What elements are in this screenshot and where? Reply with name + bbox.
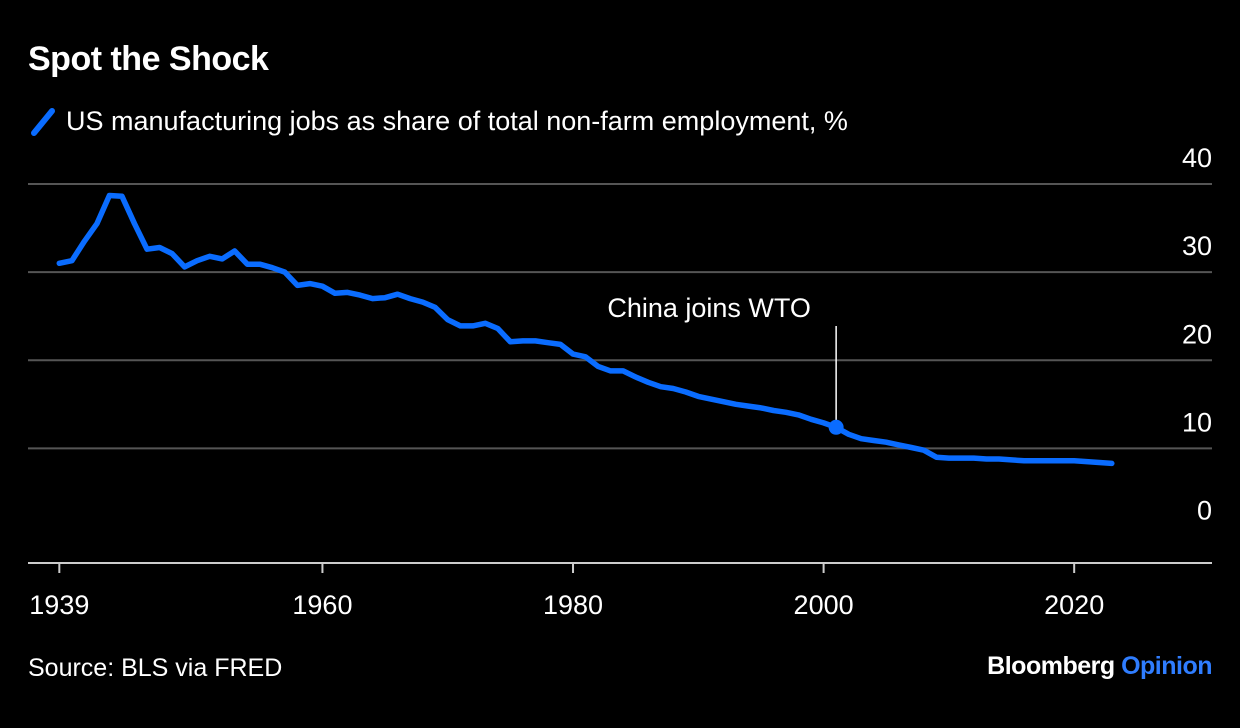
- annotation-label: China joins WTO: [607, 293, 811, 323]
- y-tick-label-30: 30: [1182, 231, 1212, 261]
- chart-title: Spot the Shock: [28, 40, 269, 78]
- brand-name: Bloomberg: [987, 652, 1115, 680]
- y-tick-label-10: 10: [1182, 407, 1212, 437]
- series-layer: [56, 192, 1115, 467]
- y-tick-label-40: 40: [1182, 143, 1212, 173]
- annotation-point: [828, 419, 844, 435]
- y-tick-label-20: 20: [1182, 319, 1212, 349]
- y-axis-labels: 0 10 20 30 40: [1182, 143, 1212, 526]
- x-tick-label-2020: 2020: [1044, 590, 1104, 620]
- x-tick-label-1939: 1939: [29, 590, 89, 620]
- legend-label: US manufacturing jobs as share of total …: [66, 106, 848, 136]
- brand-accent: Opinion: [1121, 652, 1212, 680]
- annotation: China joins WTO: [607, 293, 837, 428]
- brand-logo: Bloomberg Opinion: [987, 652, 1212, 681]
- legend: US manufacturing jobs as share of total …: [30, 106, 848, 137]
- source-note: Source: BLS via FRED: [28, 654, 283, 682]
- series-line-0: [56, 192, 1115, 467]
- x-tick-label-2000: 2000: [794, 590, 854, 620]
- legend-swatch-icon: [31, 107, 55, 136]
- x-axis: [28, 562, 1212, 573]
- x-axis-labels: 1939 1960 1980 2000 2020: [29, 590, 1104, 620]
- x-tick-label-1960: 1960: [292, 590, 352, 620]
- x-tick-label-1980: 1980: [543, 590, 603, 620]
- gridlines: [28, 183, 1212, 450]
- y-tick-label-0: 0: [1197, 496, 1212, 526]
